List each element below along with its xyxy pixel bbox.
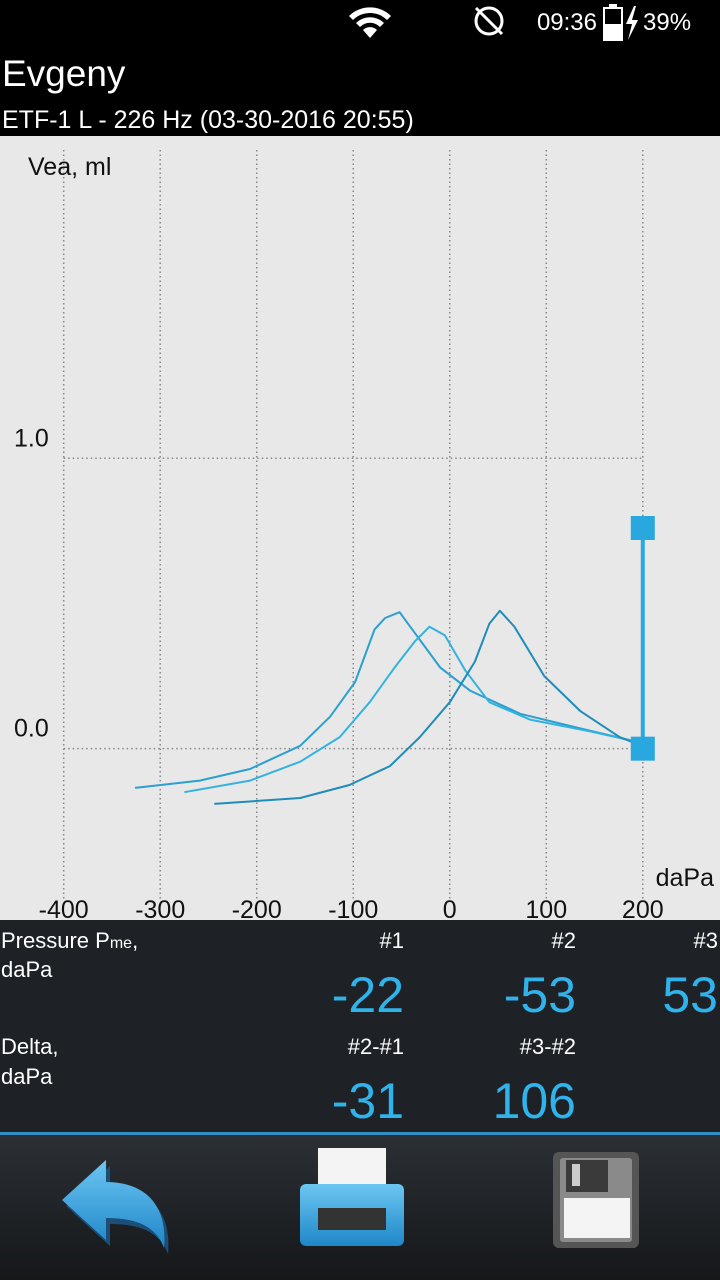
column-header: #3-#2: [520, 1034, 576, 1059]
result-value: 106: [493, 1073, 576, 1129]
result-value: -53: [504, 967, 576, 1023]
data-line: [214, 609, 643, 805]
x-axis-label: daPa: [656, 864, 714, 892]
x-tick-label: 100: [525, 896, 567, 924]
pressure-unit: daPa: [1, 957, 53, 982]
wifi-icon: [349, 7, 391, 38]
x-tick-label: -200: [232, 896, 282, 924]
result-value: -22: [332, 967, 404, 1023]
x-tick-label: 200: [622, 896, 664, 924]
column-header: #1: [380, 928, 404, 953]
x-tick-label: -400: [39, 896, 89, 924]
column-header: #2-#1: [348, 1034, 404, 1059]
status-time: 09:36: [537, 9, 597, 36]
save-button[interactable]: [553, 1152, 639, 1248]
y-axis-label: Vea, ml: [28, 153, 111, 181]
data-line: [184, 625, 643, 794]
y-tick-label: 1.0: [14, 424, 49, 452]
no-sync-icon: [474, 6, 504, 36]
delta-label: Delta,: [1, 1034, 58, 1059]
y-tick-label: 0.0: [14, 715, 49, 743]
results-bg: [0, 920, 720, 1132]
x-tick-label: -100: [328, 896, 378, 924]
test-info: ETF-1 L - 226 Hz (03-30-2016 20:55): [2, 106, 414, 134]
column-header: #3: [694, 928, 718, 953]
chart-bg: [0, 136, 720, 920]
result-value: -31: [332, 1073, 404, 1129]
delta-unit: daPa: [1, 1064, 53, 1089]
status-battery: 39%: [643, 9, 691, 36]
result-value: 53: [662, 967, 718, 1023]
cursor-handle: [630, 736, 655, 761]
data-line: [134, 611, 643, 789]
column-header: #2: [552, 928, 576, 953]
pressure-label: Pressure Pme,: [1, 928, 138, 953]
x-tick-label: -300: [135, 896, 185, 924]
pressure-label-text: Pressure P: [1, 928, 110, 953]
chart: -400 -300 -200 -100 0 100 200 0.0 1.0: [14, 150, 664, 924]
x-tick-label: 0: [443, 896, 457, 924]
cursor-handle: [630, 516, 655, 540]
pressure-label-end: ,: [132, 928, 138, 953]
patient-name: Evgeny: [2, 53, 126, 94]
battery-icon: [603, 4, 638, 41]
divider: [0, 1132, 720, 1135]
back-button[interactable]: [62, 1160, 169, 1254]
print-button[interactable]: [300, 1148, 404, 1246]
pressure-label-sub: me: [110, 935, 132, 952]
results: #1 #2 #3 -22 -53 53 #2-#1 #3-#2 -31 106: [332, 928, 718, 1129]
